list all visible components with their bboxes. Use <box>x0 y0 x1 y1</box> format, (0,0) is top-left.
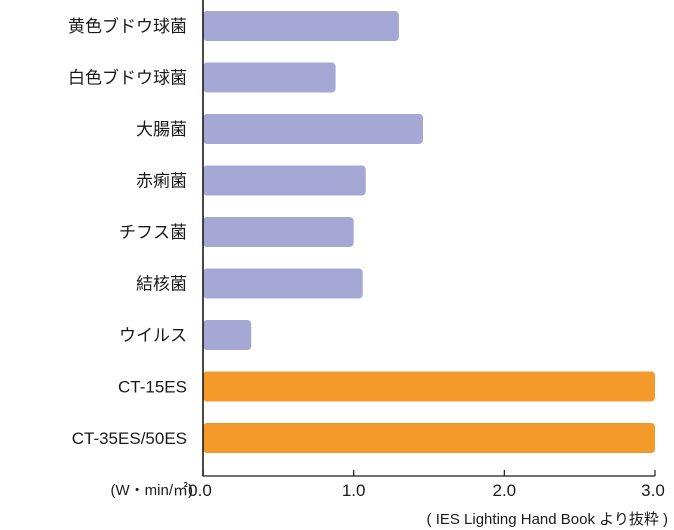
x-tick-label-2: 2.0 <box>493 481 517 500</box>
bar-2 <box>203 114 423 144</box>
bar-5 <box>203 268 363 299</box>
category-label-6: ウイルス <box>119 326 187 345</box>
category-label-1: 白色ブドウ球菌 <box>68 68 187 88</box>
category-label-7: CT-15ES <box>118 378 187 397</box>
source-label: ( IES Lighting Hand Book より抜粋 ) <box>427 511 668 528</box>
category-label-0: 黄色ブドウ球菌 <box>68 16 187 36</box>
bar-3 <box>203 165 366 196</box>
x-tick-label-3: 3.0 <box>641 481 665 500</box>
category-label-2: 大腸菌 <box>136 120 187 139</box>
category-label-8: CT-35ES/50ES <box>72 429 187 448</box>
x-ticks: 0.0 1.0 2.0 3.0 <box>188 470 665 500</box>
category-label-5: 結核菌 <box>136 275 187 294</box>
category-label-3: 赤痢菌 <box>136 172 187 191</box>
bar-6 <box>203 320 252 350</box>
x-unit-label: (W・min/㎡) <box>111 482 194 499</box>
bar-4 <box>203 217 354 247</box>
bar-7 <box>203 371 655 402</box>
x-tick-label-1: 1.0 <box>342 481 366 500</box>
bar-1 <box>203 62 336 93</box>
bars-group <box>203 11 655 453</box>
bar-0 <box>203 11 399 41</box>
category-label-4: チフス菌 <box>119 223 187 242</box>
bar-8 <box>203 423 655 453</box>
x-tick-label-0: 0.0 <box>188 481 212 500</box>
